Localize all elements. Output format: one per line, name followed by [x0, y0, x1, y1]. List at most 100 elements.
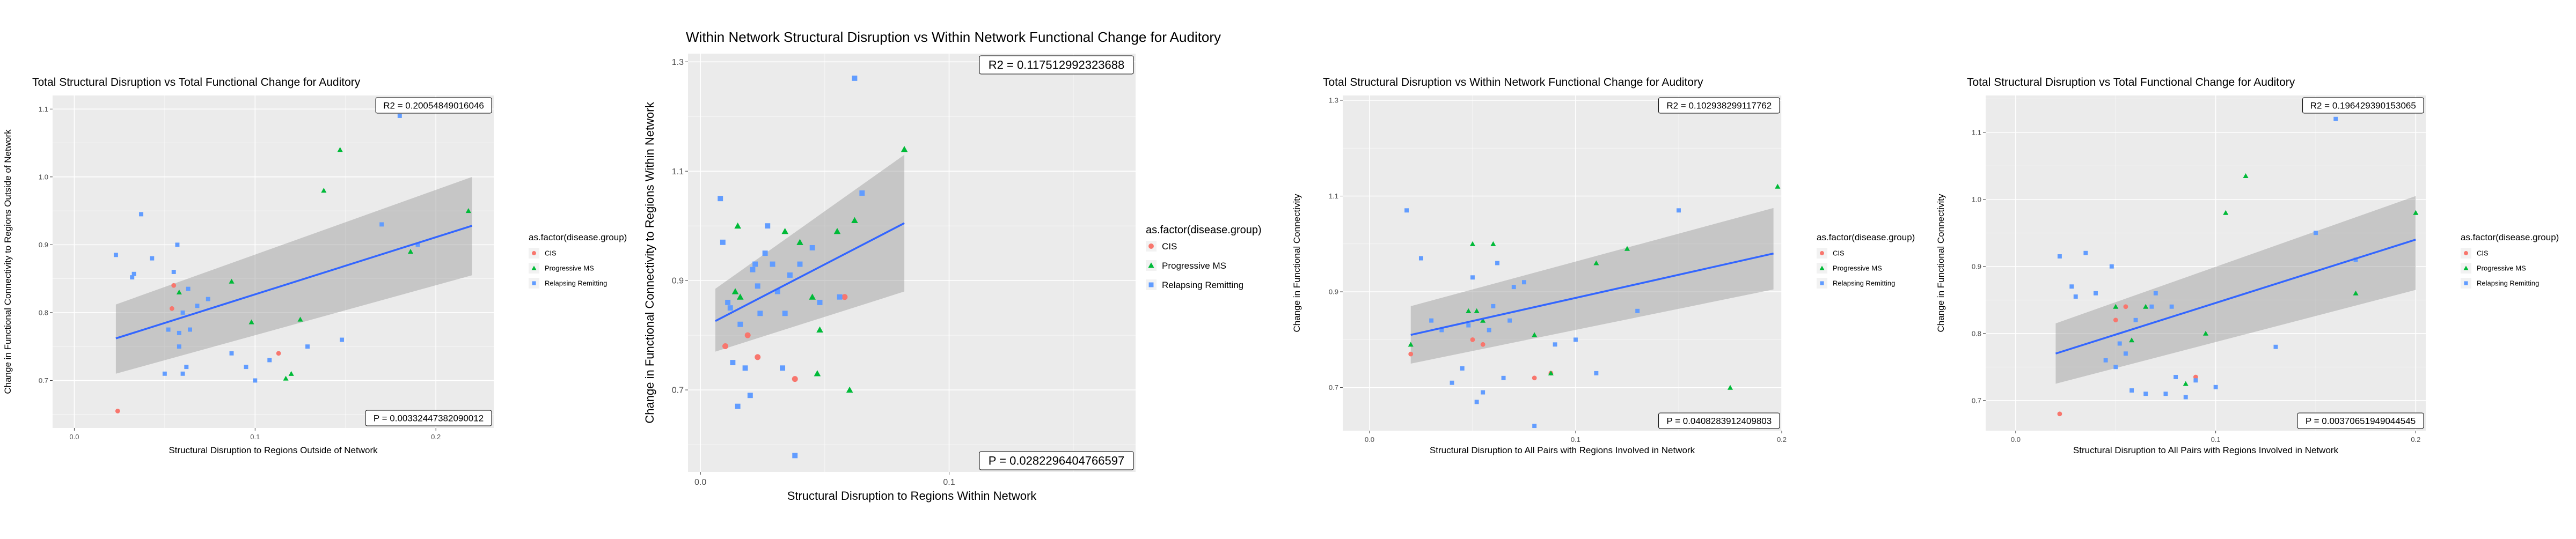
y-tick-label: 1.1 [39, 105, 48, 113]
legend-key-cis [2464, 251, 2468, 255]
p-value-label-group: P = 0.00370651949044545 [2297, 412, 2424, 429]
data-point [757, 311, 763, 316]
data-point [415, 242, 420, 247]
data-point [166, 327, 171, 332]
data-point [762, 250, 768, 256]
legend-key-progressive-ms [2463, 265, 2469, 270]
data-point [2169, 304, 2174, 309]
r2-label: R2 = 0.196429390153065 [2310, 100, 2416, 110]
data-point [465, 208, 471, 213]
data-point [2123, 304, 2128, 309]
data-point [735, 403, 741, 409]
data-point [1624, 246, 1630, 251]
data-point [2333, 116, 2338, 121]
data-point [169, 306, 174, 311]
legend-title: as.factor(disease.group) [2461, 232, 2559, 242]
data-point [2314, 231, 2318, 235]
data-point [2353, 257, 2358, 262]
data-point [276, 351, 281, 356]
y-tick-label: 0.8 [39, 308, 48, 316]
data-point [1501, 375, 1506, 380]
p-value-label-group: P = 0.0282296404766597 [979, 451, 1134, 470]
chart-title: Total Structural Disruption vs Total Fun… [1967, 76, 2295, 88]
data-point [2353, 290, 2359, 296]
data-point [755, 354, 761, 360]
y-tick-label: 0.7 [1972, 396, 1981, 404]
data-point [816, 326, 823, 333]
plot-panel [688, 54, 1136, 472]
y-axis-label: Change in Functional Connectivity [1936, 194, 1946, 332]
data-point [131, 271, 136, 276]
data-point [1408, 342, 1414, 347]
data-point [774, 289, 780, 294]
scatter-chart-1: Total Structural Disruption vs Total Fun… [0, 0, 633, 536]
legend-key-relapsing-remitting [1820, 281, 1824, 285]
data-point [765, 223, 771, 229]
y-tick-label: 0.9 [1972, 262, 1981, 270]
data-point [248, 319, 254, 324]
regression-line [715, 222, 905, 322]
legend-entry: CIS [545, 249, 557, 257]
data-point [2057, 254, 2062, 259]
data-point [846, 386, 853, 393]
data-point [150, 256, 155, 261]
data-point [2129, 337, 2135, 343]
data-point [397, 113, 402, 118]
data-point [176, 289, 182, 294]
p-value-label-box [1658, 412, 1780, 429]
data-point [2143, 392, 2148, 396]
x-axis-label: Structural Disruption to All Pairs with … [1430, 445, 1695, 455]
data-point [1487, 328, 1491, 333]
data-point [1574, 337, 1578, 342]
plot-panel [53, 95, 494, 428]
data-point [722, 343, 728, 349]
data-point [792, 376, 798, 382]
legend-entry: Progressive MS [2477, 264, 2526, 272]
data-point [730, 360, 736, 366]
data-point [1470, 275, 1475, 280]
legend-key-cis [1148, 243, 1154, 249]
data-point [755, 283, 760, 289]
data-point [162, 371, 167, 376]
data-point [2193, 378, 2198, 383]
data-point [837, 294, 843, 300]
data-point [1548, 370, 1554, 375]
data-point [1418, 256, 1423, 261]
data-point [171, 283, 177, 288]
confidence-band [715, 154, 905, 352]
data-point [171, 270, 176, 274]
y-tick-label: 1.3 [1329, 96, 1338, 104]
data-point [2174, 375, 2178, 379]
p-value-label: P = 0.00370651949044545 [2306, 416, 2416, 426]
y-tick-label: 0.7 [672, 386, 684, 395]
legend-title: as.factor(disease.group) [1146, 224, 1262, 236]
data-point [1553, 342, 1557, 347]
data-point [792, 453, 798, 459]
data-point [720, 239, 726, 245]
chart-title: Total Structural Disruption vs Within Ne… [1323, 76, 1703, 88]
confidence-band [2055, 196, 2416, 384]
legend-entry: Relapsing Remitting [2477, 279, 2539, 287]
legend-key-relapsing-remitting [2464, 281, 2468, 285]
legend-entry: CIS [1833, 249, 1845, 257]
data-point [2113, 304, 2119, 309]
chart-svg: Total Structural Disruption vs Total Fun… [1936, 76, 2559, 455]
data-point [734, 222, 741, 229]
data-point [288, 371, 294, 376]
data-point [2243, 173, 2249, 179]
legend-entry: Progressive MS [1162, 261, 1226, 271]
data-point [297, 316, 303, 322]
legend-key-relapsing-remitting [532, 281, 536, 285]
data-point [731, 288, 739, 294]
legend-title: as.factor(disease.group) [529, 232, 627, 242]
x-axis-label: Structural Disruption to All Pairs with … [2073, 445, 2339, 455]
x-tick-label: 0.1 [1571, 435, 1580, 444]
data-point [340, 337, 344, 342]
x-tick-label: 0.0 [2011, 435, 2021, 444]
data-point [1470, 337, 1475, 342]
y-tick-label: 0.9 [1329, 288, 1338, 296]
data-point [809, 245, 815, 250]
data-point [267, 358, 272, 363]
chart-title: Total Structural Disruption vs Total Fun… [32, 76, 361, 88]
y-axis-label: Change in Functional Connectivity [1292, 194, 1302, 332]
